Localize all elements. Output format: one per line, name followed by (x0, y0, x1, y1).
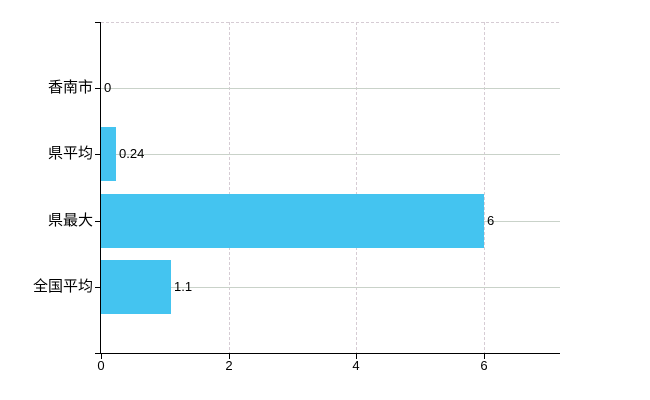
y-tick (95, 221, 101, 222)
category-label: 県最大 (47, 212, 93, 229)
bar (101, 127, 116, 181)
x-tick (484, 354, 485, 359)
bar-value-label: 1.1 (174, 279, 193, 294)
y-tick (95, 22, 101, 23)
x-tick-label: 6 (480, 358, 488, 373)
category-label: 県平均 (47, 145, 93, 162)
v-gridline (229, 22, 230, 353)
category-label: 香南市 (47, 79, 93, 96)
y-axis-line (100, 22, 101, 354)
v-gridline (484, 22, 485, 353)
x-tick-label: 4 (352, 358, 360, 373)
x-tick (229, 354, 230, 359)
bar-value-label: 0.24 (119, 146, 145, 161)
h-gridline (101, 88, 560, 89)
bar-value-label: 6 (487, 213, 495, 228)
h-gridline (101, 287, 560, 288)
y-tick (95, 287, 101, 288)
plot-top-gridline (101, 22, 560, 23)
x-tick (356, 354, 357, 359)
y-tick (95, 154, 101, 155)
x-axis-line (95, 353, 560, 354)
category-label: 全国平均 (32, 278, 93, 295)
bar (101, 194, 484, 248)
h-gridline (101, 154, 560, 155)
y-tick (95, 88, 101, 89)
bar (101, 260, 171, 314)
x-tick (101, 354, 102, 359)
v-gridline (356, 22, 357, 353)
x-tick-label: 0 (97, 358, 105, 373)
x-tick-label: 2 (225, 358, 233, 373)
bar-value-label: 0 (104, 80, 112, 95)
